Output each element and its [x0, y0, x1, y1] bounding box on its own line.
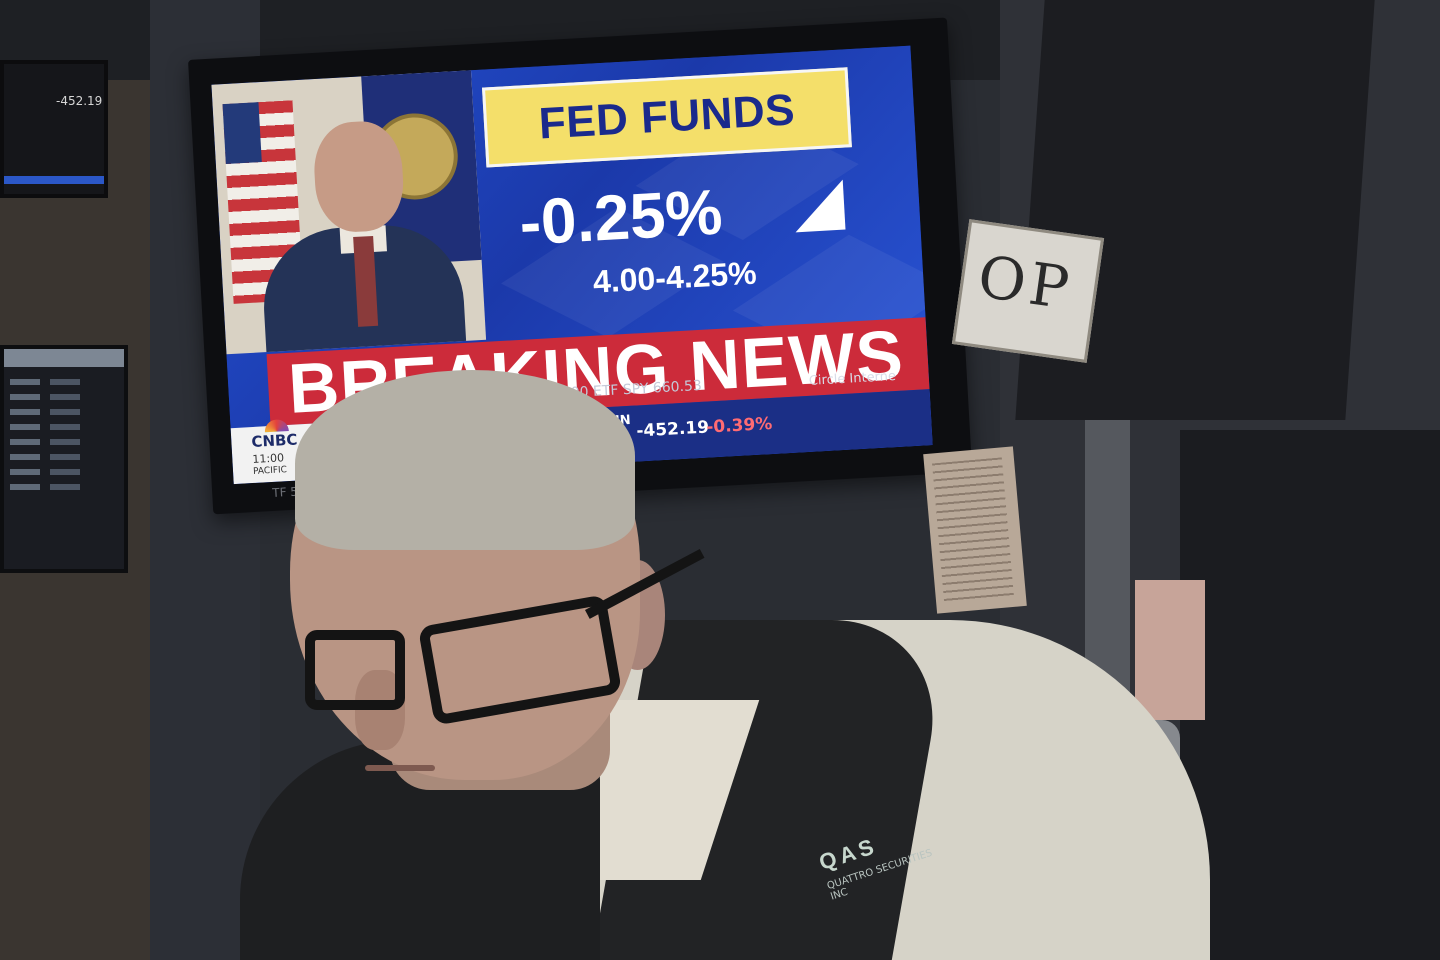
- open-sign: OP: [951, 219, 1105, 363]
- sign-text: OP: [973, 242, 1077, 323]
- trader-hair: [295, 370, 635, 550]
- product-box: [1135, 580, 1205, 720]
- headline: FED FUNDS: [537, 85, 797, 149]
- data-monitor: [0, 345, 128, 573]
- trader-mouth: [365, 765, 435, 771]
- data-monitor-topbar: [4, 349, 124, 367]
- small-monitor-band: [4, 176, 104, 184]
- small-monitor: [0, 60, 108, 198]
- data-monitor-rows: [10, 379, 110, 499]
- trader: QAS QUATTRO SECURITIES INC: [220, 370, 1220, 960]
- fed-chair-video: [211, 70, 487, 355]
- arrow-up-icon: [792, 179, 846, 233]
- glasses-icon: [305, 548, 705, 726]
- rate-change: -0.25%: [517, 175, 725, 259]
- right-monitor: [1180, 430, 1440, 960]
- small-monitor-ticker: -452.19: [56, 94, 103, 108]
